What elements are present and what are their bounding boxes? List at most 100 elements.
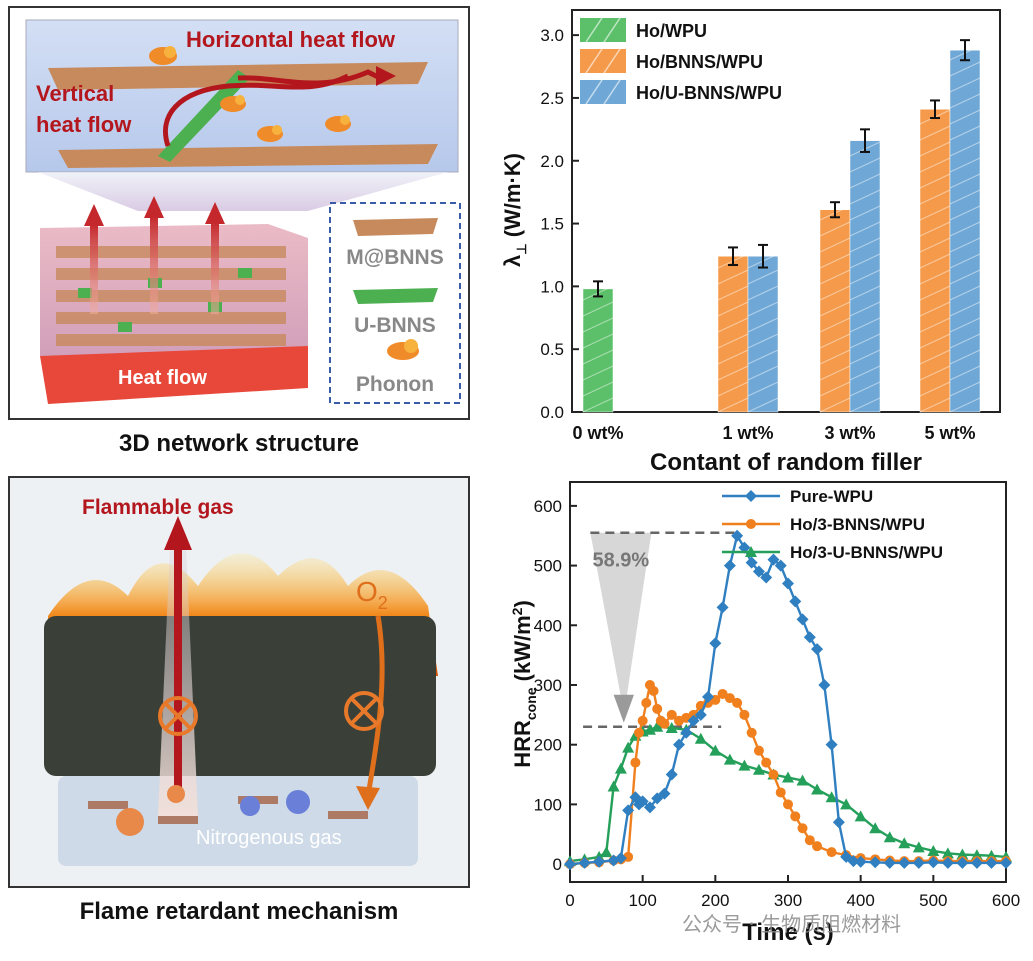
data-point bbox=[783, 799, 793, 810]
vertical-heat-arrow bbox=[163, 73, 350, 147]
data-point bbox=[738, 759, 751, 771]
data-point bbox=[854, 855, 867, 868]
caption-3d-network: 3D network structure bbox=[118, 430, 360, 457]
data-point bbox=[659, 718, 670, 729]
line-x-tick-label: 300 bbox=[774, 891, 802, 910]
data-point bbox=[652, 703, 663, 714]
data-point bbox=[956, 848, 969, 860]
data-point bbox=[818, 678, 831, 691]
watermark: 公众号 · 生物质阻燃材料 bbox=[682, 912, 902, 936]
data-point bbox=[985, 856, 998, 869]
data-point bbox=[826, 847, 837, 858]
data-point bbox=[614, 762, 627, 774]
line-y-tick-label: 100 bbox=[534, 795, 562, 814]
bar bbox=[717, 255, 749, 413]
o2-label: O2 bbox=[356, 576, 388, 613]
data-point bbox=[927, 856, 940, 869]
data-point bbox=[812, 841, 823, 852]
data-point bbox=[716, 601, 729, 614]
line-x-tick-label: 600 bbox=[992, 891, 1020, 910]
ubnns-legend-icon bbox=[353, 288, 438, 304]
heat-flow-bottom-label: Heat flow bbox=[118, 367, 207, 389]
data-point bbox=[724, 693, 735, 704]
data-point bbox=[883, 856, 896, 869]
data-point bbox=[622, 804, 635, 817]
line-x-tick-label: 100 bbox=[628, 891, 656, 910]
bar-x-tick-label: 1 wt% bbox=[722, 423, 773, 443]
data-point bbox=[854, 810, 867, 822]
data-point bbox=[680, 726, 693, 739]
line-y-tick-label: 400 bbox=[534, 616, 562, 635]
line-y-tick-label: 200 bbox=[534, 736, 562, 755]
reduction-arrow bbox=[590, 532, 652, 697]
blocked-oxygen-icon bbox=[344, 691, 384, 731]
bar-legend-label: Ho/U-BNNS/WPU bbox=[636, 83, 782, 103]
legend-phonon: Phonon bbox=[356, 373, 434, 396]
data-point bbox=[761, 757, 772, 768]
line-y-tick-label: 0 bbox=[553, 855, 562, 874]
data-point bbox=[790, 811, 801, 822]
data-point bbox=[702, 690, 715, 703]
data-point bbox=[941, 847, 954, 859]
data-point bbox=[651, 792, 664, 805]
bar bbox=[849, 140, 881, 413]
data-point bbox=[753, 745, 764, 756]
line-legend-label: Pure-WPU bbox=[790, 487, 873, 506]
char-layer bbox=[44, 616, 436, 776]
data-point bbox=[629, 791, 642, 804]
data-point bbox=[709, 637, 722, 650]
data-point bbox=[648, 685, 659, 696]
data-point bbox=[898, 856, 911, 869]
data-point bbox=[630, 757, 641, 768]
data-point bbox=[745, 556, 758, 569]
line-x-axis-label: Time (s) bbox=[742, 919, 834, 946]
phonon-icon bbox=[149, 46, 177, 65]
data-point bbox=[811, 643, 824, 656]
data-point bbox=[782, 771, 794, 783]
data-point bbox=[970, 856, 983, 869]
bar-y-tick-label: 2.0 bbox=[540, 152, 564, 171]
data-point bbox=[869, 856, 882, 869]
data-point bbox=[752, 763, 765, 775]
line-y-tick-label: 300 bbox=[534, 676, 562, 695]
data-point bbox=[732, 697, 743, 708]
legend-ubnns: U-BNNS bbox=[354, 314, 436, 337]
bar bbox=[747, 255, 779, 413]
schematic-3d-network: Horizontal heat flow Vertical heat flow … bbox=[8, 6, 470, 420]
data-point bbox=[825, 738, 838, 751]
bar bbox=[919, 108, 951, 413]
blocked-flammable-icon bbox=[158, 696, 198, 736]
data-point bbox=[840, 798, 853, 810]
data-point bbox=[775, 787, 786, 798]
line-x-tick-label: 200 bbox=[701, 891, 729, 910]
data-point bbox=[956, 856, 969, 869]
bar-legend-swatch bbox=[580, 18, 626, 42]
data-point bbox=[593, 855, 606, 868]
bar-y-tick-label: 2.5 bbox=[540, 89, 564, 108]
mbnns-legend-icon bbox=[353, 218, 438, 236]
data-point bbox=[825, 791, 838, 803]
data-point bbox=[637, 715, 648, 726]
line-y-axis-label: HRRcone (kW/m2) bbox=[509, 600, 539, 768]
vertical-heat-flow-label-2: heat flow bbox=[36, 112, 132, 137]
line-legend-label: Ho/3-U-BNNS/WPU bbox=[790, 543, 943, 562]
data-point bbox=[731, 529, 744, 542]
data-point bbox=[745, 490, 757, 502]
bar-y-axis-label: λ⊥ (W/m·K) bbox=[500, 153, 529, 267]
data-point bbox=[941, 856, 954, 869]
bar-legend-swatch bbox=[580, 49, 626, 73]
data-point bbox=[723, 753, 736, 765]
data-point bbox=[832, 816, 845, 829]
data-point bbox=[811, 783, 824, 795]
data-point bbox=[643, 723, 656, 735]
data-point bbox=[847, 855, 860, 868]
data-point bbox=[883, 831, 896, 843]
legend-mbnns: M@BNNS bbox=[346, 246, 443, 269]
bar bbox=[949, 49, 981, 413]
data-point bbox=[789, 595, 802, 608]
heat-source-plate bbox=[40, 346, 308, 404]
bar bbox=[582, 288, 614, 413]
data-point bbox=[804, 835, 815, 846]
data-point bbox=[717, 688, 728, 699]
